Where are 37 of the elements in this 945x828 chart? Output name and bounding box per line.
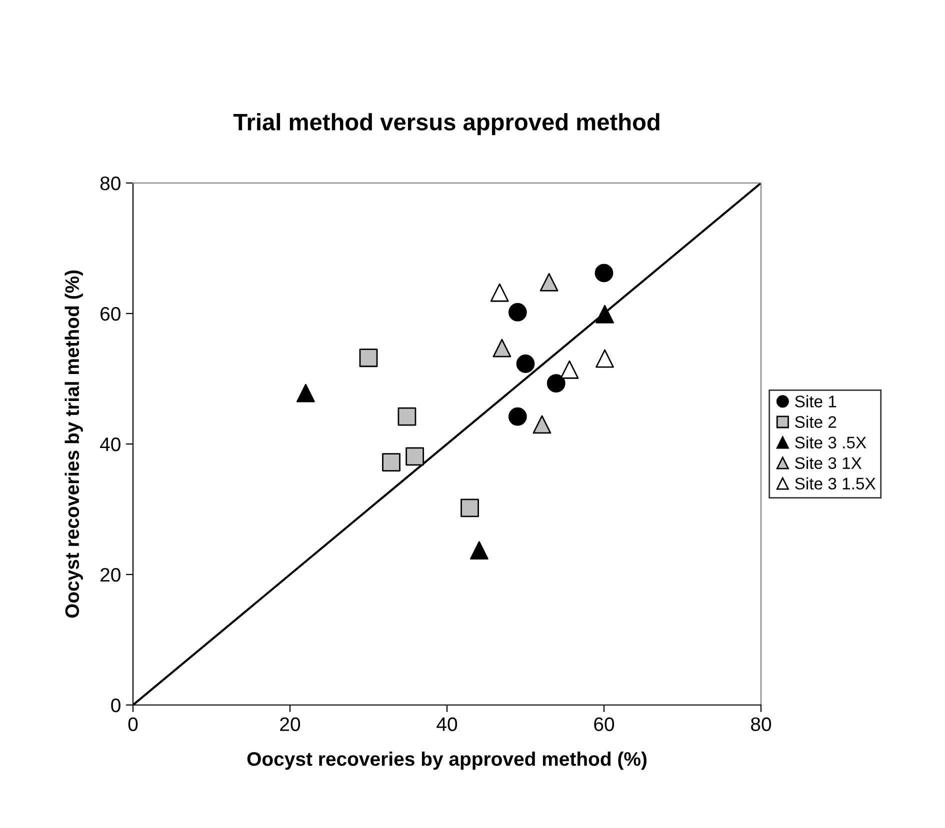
point: [398, 407, 416, 426]
point: [460, 498, 479, 518]
legend-label: Site 1: [795, 395, 836, 408]
point: [596, 304, 614, 324]
y-tick-label: 60: [100, 306, 120, 321]
point: [296, 384, 315, 402]
y-tick-label: 20: [100, 568, 120, 582]
y-tick-label: 40: [100, 437, 120, 452]
point: [560, 360, 579, 379]
point: [382, 453, 400, 472]
point: [594, 264, 614, 282]
x-tick-label: 40: [436, 717, 458, 732]
point: [516, 354, 535, 373]
y-tick-label: 80: [100, 176, 120, 190]
point: [490, 283, 509, 302]
point: [508, 407, 527, 426]
point: [470, 541, 488, 560]
point: [492, 338, 512, 358]
point: [508, 302, 527, 322]
point: [532, 415, 552, 434]
legend-label: Site 3 1.5X: [795, 477, 876, 490]
x-tick-label: 80: [751, 717, 772, 732]
y-axis-title: Oocyst recoveries by trial method (%): [64, 270, 83, 618]
y-tick-label: 0: [111, 698, 120, 712]
point: [540, 272, 558, 292]
point: [406, 447, 424, 466]
legend-label: Site 2: [795, 416, 836, 428]
legend-label: Site 3 1X: [795, 456, 862, 470]
x-tick-label: 20: [280, 717, 300, 732]
point: [359, 348, 378, 368]
legend-label: Site 3 .5X: [795, 436, 866, 448]
chart-title: Trial method versus approved method: [233, 113, 660, 136]
x-axis-title: Oocyst recoveries by approved method (%): [247, 752, 646, 770]
x-tick-label: 60: [594, 717, 614, 732]
point: [546, 374, 566, 393]
point: [596, 349, 614, 368]
x-tick-label: 0: [128, 717, 138, 732]
